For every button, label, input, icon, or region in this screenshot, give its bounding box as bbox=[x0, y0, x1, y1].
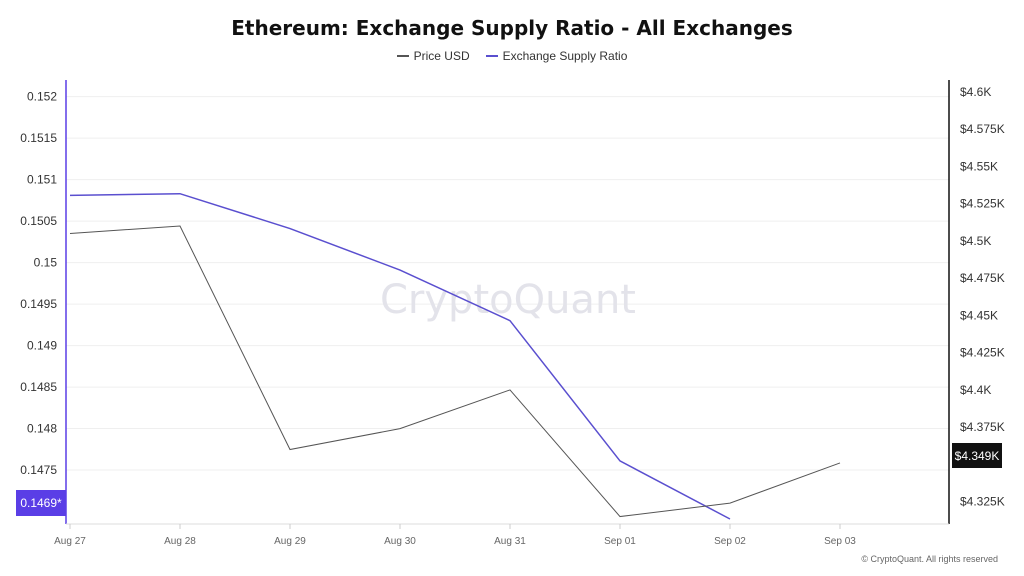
series-line-exchange-supply-ratio[interactable] bbox=[69, 192, 731, 520]
right-tick-label: $4.525K bbox=[960, 197, 1005, 211]
right-tick-label: $4.6K bbox=[960, 85, 991, 99]
right-tick-label: $4.55K bbox=[960, 159, 998, 173]
left-axis-ticks: 0.152 0.1515 0.151 0.1505 0.15 0.1495 0.149 0.1… bbox=[20, 90, 57, 477]
x-tick-label: Sep 01 bbox=[604, 536, 636, 547]
left-axis-badge-label: 0.1469* bbox=[20, 496, 62, 510]
right-tick-label: $4.45K bbox=[960, 308, 998, 322]
chart-legend: Price USD Exchange Supply Ratio bbox=[0, 49, 1024, 63]
right-tick-label: $4.375K bbox=[960, 420, 1005, 434]
x-axis-ticks: Aug 27 Aug 28 Aug 29 Aug 30 Aug 31 Sep 01 Sep … bbox=[54, 524, 856, 547]
watermark-text: CryptoQuant bbox=[380, 277, 636, 323]
series-line-price-usd[interactable] bbox=[69, 225, 841, 518]
legend-swatch-price bbox=[396, 55, 409, 57]
left-tick-label: 0.152 bbox=[27, 90, 57, 104]
left-axis-badge bbox=[16, 490, 66, 516]
x-tick-label: Aug 31 bbox=[494, 536, 526, 547]
left-tick-label: 0.1475 bbox=[20, 463, 57, 477]
right-axis-badge bbox=[952, 443, 1002, 468]
legend-item-ratio[interactable]: Exchange Supply Ratio bbox=[485, 49, 628, 63]
x-tick-label: Aug 29 bbox=[274, 536, 306, 547]
legend-item-price[interactable]: Price USD bbox=[396, 49, 470, 63]
right-tick-label: $4.425K bbox=[960, 346, 1005, 360]
left-tick-label: 0.1515 bbox=[20, 131, 57, 145]
x-tick-label: Aug 27 bbox=[54, 536, 86, 547]
left-tick-label: 0.151 bbox=[27, 173, 57, 187]
left-tick-label: 0.1505 bbox=[20, 214, 57, 228]
x-tick-label: Aug 30 bbox=[384, 536, 416, 547]
right-axis-ticks: $4.6K $4.575K $4.55K $4.525K $4.5K $4.475K $4.… bbox=[960, 85, 1005, 509]
right-tick-label: $4.5K bbox=[960, 234, 991, 248]
left-tick-label: 0.1495 bbox=[20, 297, 57, 311]
axis-badges: 0.1469* $4.349K bbox=[16, 443, 1002, 516]
left-tick-label: 0.148 bbox=[27, 422, 57, 436]
series-layer bbox=[69, 192, 841, 520]
left-tick-label: 0.15 bbox=[34, 256, 58, 270]
legend-label-price: Price USD bbox=[413, 49, 470, 63]
right-tick-label: $4.475K bbox=[960, 271, 1005, 285]
legend-label-ratio: Exchange Supply Ratio bbox=[502, 49, 628, 63]
chart-title: Ethereum: Exchange Supply Ratio - All Ex… bbox=[231, 16, 793, 40]
x-tick-label: Aug 28 bbox=[164, 536, 196, 547]
legend-swatch-ratio bbox=[485, 55, 498, 57]
right-tick-label: $4.4K bbox=[960, 383, 991, 397]
right-tick-label: $4.325K bbox=[960, 495, 1005, 509]
right-axis-badge-label: $4.349K bbox=[955, 449, 1000, 463]
left-tick-label: 0.1485 bbox=[20, 380, 57, 394]
right-tick-label: $4.575K bbox=[960, 122, 1005, 136]
left-tick-label: 0.149 bbox=[27, 339, 57, 353]
x-tick-label: Sep 02 bbox=[714, 536, 746, 547]
copyright-footer: © CryptoQuant. All rights reserved bbox=[861, 554, 998, 564]
x-tick-label: Sep 03 bbox=[824, 536, 856, 547]
grid-layer bbox=[66, 96, 949, 471]
